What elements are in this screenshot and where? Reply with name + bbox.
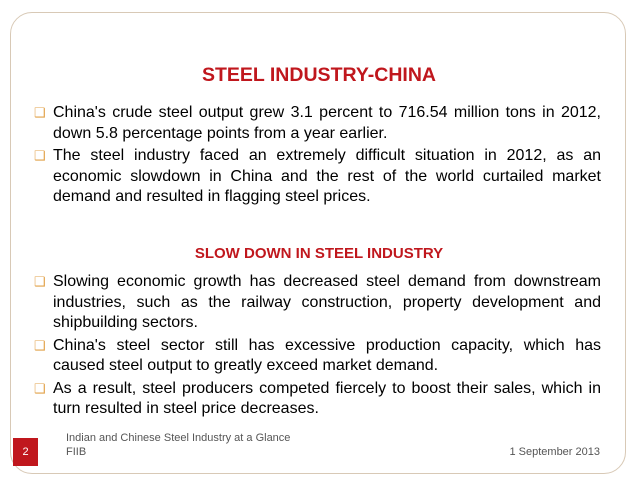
bullet-text: China's steel sector still has excessive…	[53, 336, 601, 375]
bullet-icon: ❑	[34, 337, 46, 353]
footer-text: Indian and Chinese Steel Industry at a G…	[66, 431, 290, 459]
bullet-text: China's crude steel output grew 3.1 perc…	[53, 104, 601, 142]
bullet-text: The steel industry faced an extremely di…	[53, 147, 601, 205]
org-name: FIIB	[66, 446, 87, 458]
bullet-item: ❑ Slowing economic growth has decreased …	[34, 272, 601, 334]
bullet-text: As a result, steel producers competed fi…	[53, 379, 601, 418]
bullet-icon: ❑	[34, 380, 46, 396]
slide-title: STEEL INDUSTRY-CHINA	[201, 64, 437, 86]
slide-number: 2	[13, 438, 38, 466]
bullet-list-2: ❑ Slowing economic growth has decreased …	[34, 272, 601, 422]
bullet-list-1: ❑ China's crude steel output grew 3.1 pe…	[34, 103, 601, 210]
slide-frame	[10, 12, 626, 474]
bullet-icon: ❑	[34, 148, 46, 163]
bullet-item: ❑ As a result, steel producers competed …	[34, 379, 601, 420]
bullet-item: ❑ The steel industry faced an extremely …	[34, 146, 601, 208]
bullet-icon: ❑	[34, 105, 46, 120]
section-subtitle: SLOW DOWN IN STEEL INDUSTRY	[194, 245, 444, 262]
bullet-item: ❑ China's steel sector still has excessi…	[34, 336, 601, 377]
footer-date: 1 September 2013	[509, 446, 600, 458]
bullet-text: Slowing economic growth has decreased st…	[53, 273, 601, 331]
bullet-icon: ❑	[34, 274, 46, 289]
presentation-title: Indian and Chinese Steel Industry at a G…	[66, 432, 291, 444]
bullet-item: ❑ China's crude steel output grew 3.1 pe…	[34, 103, 601, 144]
